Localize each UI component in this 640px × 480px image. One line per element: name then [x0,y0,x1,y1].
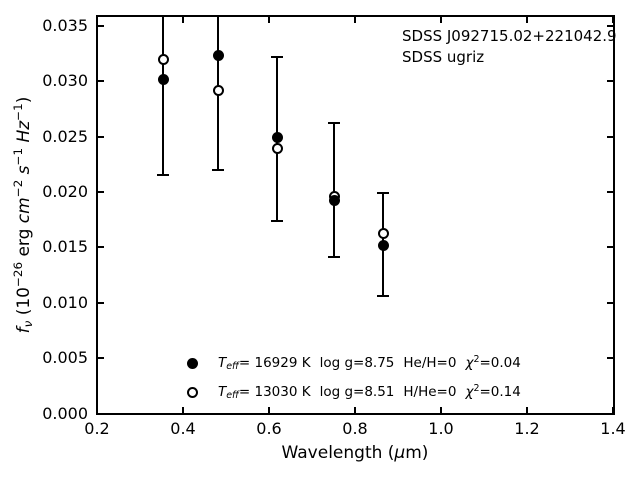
x-tick-mark-bottom [182,407,184,413]
x-tick-mark-top [440,17,442,23]
x-axis-label: Wavelength (μm) [281,443,429,463]
y-tick-mark-right [607,80,613,83]
logg-segment: log g=8.75 [319,355,395,371]
teff-segment: Teff= 13030 K [218,384,311,402]
logg-segment: log g=8.51 [319,384,395,400]
annotation-survey: SDSS ugriz [402,48,485,66]
ratio-segment: He/H=0 [403,355,457,371]
y-tick-mark-left [98,190,104,193]
data-point-open-circle [212,85,224,97]
teff-segment: Teff= 16929 K [218,355,311,373]
error-bar-cap-top [376,192,389,195]
x-tick-mark-top [526,17,528,23]
data-point-filled-circle [329,194,341,206]
x-tick-mark-top [268,17,270,23]
x-tick-mark-top [612,17,613,23]
error-bar-cap-bottom [271,219,284,222]
y-tick-mark-right [607,190,613,193]
y-tick-label: 0.005 [42,348,88,368]
x-tick-mark-bottom [612,407,613,413]
x-tick-mark-top [354,17,356,23]
ratio-segment: H/He=0 [403,384,457,400]
y-tick-mark-right [607,412,613,413]
data-point-filled-circle [377,240,389,252]
x-tick-label: 0.8 [342,419,368,438]
y-tick-mark-right [607,301,613,304]
y-tick-label: 0.000 [42,403,88,423]
x-tick-mark-bottom [268,407,270,413]
legend-marker-filled-circle [187,357,198,369]
plot-area [96,15,615,415]
x-tick-label: 1.2 [514,419,540,438]
data-point-open-circle [158,54,170,66]
error-bar-cap-bottom [211,168,224,171]
legend-row: Teff= 13030 K log g=8.51 H/He=0 χ2=0.14 [187,381,521,403]
error-bar-cap-bottom [328,256,341,259]
y-axis-label: fν (10−26 erg cm−2 s−1 Hz−1) [11,96,35,334]
plot-inner [98,17,613,413]
x-tick-label: 0.4 [170,419,196,438]
y-tick-mark-right [607,135,613,138]
y-tick-mark-left [98,80,104,83]
data-point-open-circle [272,142,284,154]
y-tick-label: 0.015 [42,237,88,257]
annotation: SDSS J092715.02+221042.9 SDSS ugriz [402,26,617,68]
y-tick-label: 0.020 [42,181,88,201]
y-tick-mark-right [607,24,613,27]
y-tick-label: 0.010 [42,292,88,312]
x-tick-mark-top [182,17,184,23]
y-tick-mark-left [98,24,104,27]
error-bar-cap-bottom [157,174,170,177]
chi2-segment: χ2=0.14 [465,382,521,400]
legend-entry-text: Teff= 16929 K log g=8.75 He/H=0 χ2=0.04 [218,353,521,373]
legend-row: Teff= 16929 K log g=8.75 He/H=0 χ2=0.04 [187,352,521,374]
data-point-open-circle [377,227,389,239]
data-point-filled-circle [272,131,284,143]
y-tick-mark-right [607,246,613,249]
data-point-filled-circle [158,74,170,86]
error-bar-cap-top [271,55,284,58]
y-tick-label: 0.025 [42,126,88,146]
y-tick-mark-left [98,412,104,413]
y-tick-mark-right [607,357,613,360]
error-bar [333,123,336,258]
x-tick-label: 1.0 [428,419,454,438]
data-point-filled-circle [212,49,224,61]
error-bar-cap-top [328,122,341,125]
x-tick-mark-bottom [440,407,442,413]
annotation-object-id: SDSS J092715.02+221042.9 [402,27,617,45]
error-bar-cap-bottom [376,295,389,298]
y-tick-label: 0.030 [42,71,88,91]
y-tick-mark-left [98,135,104,138]
error-bar [162,17,165,176]
x-tick-label: 0.2 [84,419,110,438]
x-tick-mark-bottom [354,407,356,413]
x-tick-label: 0.6 [256,419,282,438]
y-tick-label: 0.035 [42,15,88,35]
y-tick-mark-left [98,246,104,249]
x-tick-mark-top [96,17,98,23]
y-tick-mark-left [98,357,104,360]
x-tick-label: 1.4 [600,419,626,438]
legend-marker-open-circle [187,386,198,398]
x-tick-mark-bottom [526,407,528,413]
legend: Teff= 16929 K log g=8.75 He/H=0 χ2=0.04 Tef… [187,352,521,410]
chi2-segment: χ2=0.04 [465,353,521,371]
legend-entry-text: Teff= 13030 K log g=8.51 H/He=0 χ2=0.14 [218,382,521,402]
y-tick-mark-left [98,301,104,304]
